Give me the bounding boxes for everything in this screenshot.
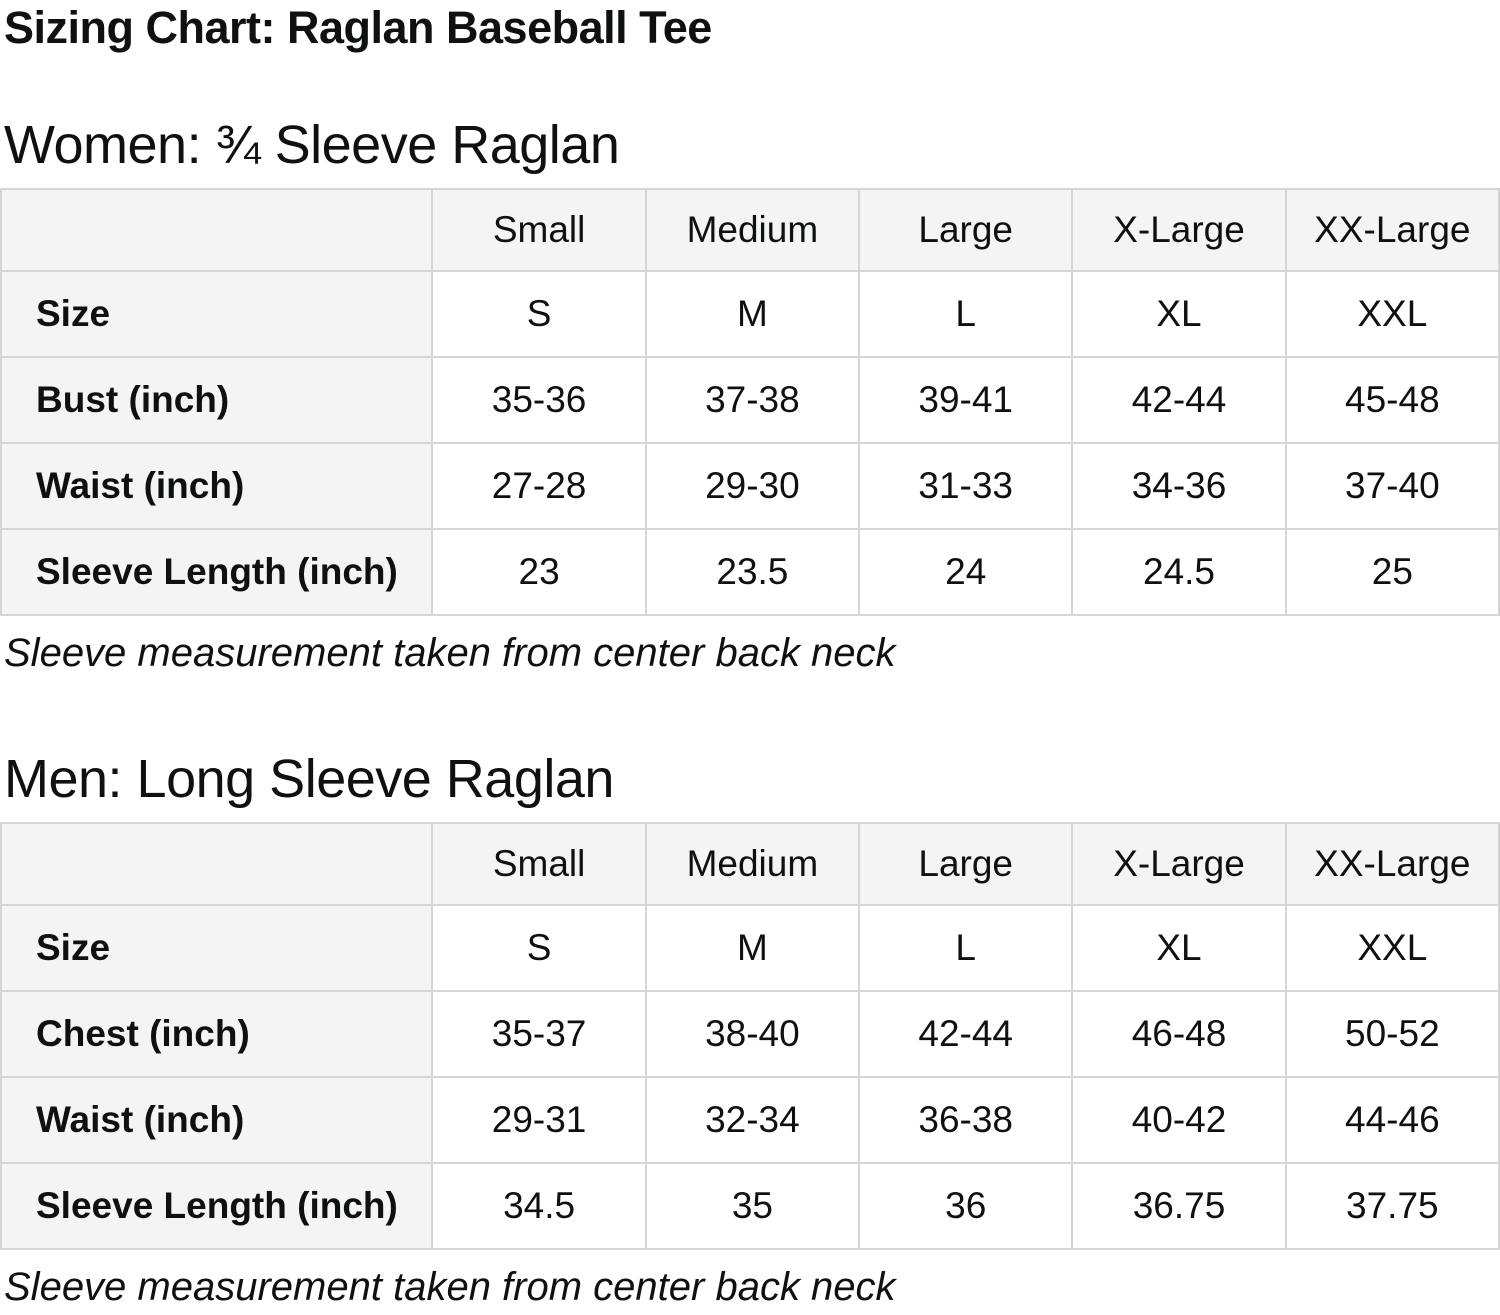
row-label-bust: Bust (inch): [0, 356, 434, 444]
value-cell: XXL: [1284, 904, 1500, 992]
value-cell: 36: [858, 1162, 1074, 1250]
column-header-x-large: X-Large: [1071, 822, 1287, 906]
value-cell: 25: [1284, 528, 1500, 616]
row-label-sleeve-length: Sleeve Length (inch): [0, 1162, 434, 1250]
men-section: Men: Long Sleeve Raglan Small Medium Lar…: [0, 746, 1500, 1311]
value-cell: 37-38: [644, 356, 861, 444]
column-header-large: Large: [858, 822, 1074, 906]
data-row: Sleeve Length (inch) 34.5 35 36 36.75 37…: [0, 1162, 1500, 1250]
header-row: Small Medium Large X-Large XX-Large: [0, 822, 1500, 906]
value-cell: 42-44: [1071, 356, 1287, 444]
row-label-chest: Chest (inch): [0, 990, 434, 1078]
value-cell: L: [858, 270, 1074, 358]
value-cell: 34.5: [431, 1162, 647, 1250]
column-header-x-large: X-Large: [1071, 188, 1287, 272]
value-cell: 42-44: [858, 990, 1074, 1078]
row-label-sleeve-length: Sleeve Length (inch): [0, 528, 434, 616]
column-header-large: Large: [858, 188, 1074, 272]
column-header-medium: Medium: [644, 822, 861, 906]
men-sizing-table: Small Medium Large X-Large XX-Large Size…: [0, 822, 1500, 1250]
value-cell: 35: [644, 1162, 861, 1250]
value-cell: 29-31: [431, 1076, 647, 1164]
value-cell: 23.5: [644, 528, 861, 616]
value-cell: XL: [1071, 904, 1287, 992]
value-cell: 37-40: [1284, 442, 1500, 530]
value-cell: L: [858, 904, 1074, 992]
women-section-heading: Women: ¾ Sleeve Raglan: [4, 115, 620, 175]
data-row: Sleeve Length (inch) 23 23.5 24 24.5 25: [0, 528, 1500, 616]
page-title: Sizing Chart: Raglan Baseball Tee: [4, 2, 712, 53]
value-cell: 24.5: [1071, 528, 1287, 616]
men-sleeve-note: Sleeve measurement taken from center bac…: [4, 1265, 896, 1309]
value-cell: 37.75: [1284, 1162, 1500, 1250]
women-sizing-table: Small Medium Large X-Large XX-Large Size…: [0, 188, 1500, 616]
value-cell: M: [644, 270, 861, 358]
value-cell: XL: [1071, 270, 1287, 358]
value-cell: 38-40: [644, 990, 861, 1078]
data-row: Chest (inch) 35-37 38-40 42-44 46-48 50-…: [0, 990, 1500, 1078]
value-cell: 45-48: [1284, 356, 1500, 444]
value-cell: 36.75: [1071, 1162, 1287, 1250]
value-cell: 35-37: [431, 990, 647, 1078]
value-cell: 32-34: [644, 1076, 861, 1164]
data-row: Size S M L XL XXL: [0, 270, 1500, 358]
value-cell: S: [431, 270, 647, 358]
data-row: Waist (inch) 29-31 32-34 36-38 40-42 44-…: [0, 1076, 1500, 1164]
value-cell: 50-52: [1284, 990, 1500, 1078]
value-cell: 36-38: [858, 1076, 1074, 1164]
data-row: Size S M L XL XXL: [0, 904, 1500, 992]
value-cell: 46-48: [1071, 990, 1287, 1078]
row-label-waist: Waist (inch): [0, 1076, 434, 1164]
value-cell: 29-30: [644, 442, 861, 530]
column-header-small: Small: [431, 822, 647, 906]
women-section: Women: ¾ Sleeve Raglan Small Medium Larg…: [0, 112, 1500, 677]
value-cell: 24: [858, 528, 1074, 616]
row-label-size: Size: [0, 904, 434, 992]
value-cell: 23: [431, 528, 647, 616]
value-cell: 34-36: [1071, 442, 1287, 530]
corner-cell: [0, 188, 434, 272]
value-cell: 40-42: [1071, 1076, 1287, 1164]
column-header-medium: Medium: [644, 188, 861, 272]
value-cell: 31-33: [858, 442, 1074, 530]
column-header-xx-large: XX-Large: [1284, 188, 1500, 272]
value-cell: S: [431, 904, 647, 992]
row-label-size: Size: [0, 270, 434, 358]
data-row: Waist (inch) 27-28 29-30 31-33 34-36 37-…: [0, 442, 1500, 530]
value-cell: 39-41: [858, 356, 1074, 444]
corner-cell: [0, 822, 434, 906]
women-sleeve-note: Sleeve measurement taken from center bac…: [4, 631, 896, 675]
data-row: Bust (inch) 35-36 37-38 39-41 42-44 45-4…: [0, 356, 1500, 444]
value-cell: M: [644, 904, 861, 992]
column-header-small: Small: [431, 188, 647, 272]
value-cell: 27-28: [431, 442, 647, 530]
value-cell: XXL: [1284, 270, 1500, 358]
men-section-heading: Men: Long Sleeve Raglan: [4, 749, 614, 809]
value-cell: 35-36: [431, 356, 647, 444]
row-label-waist: Waist (inch): [0, 442, 434, 530]
column-header-xx-large: XX-Large: [1284, 822, 1500, 906]
value-cell: 44-46: [1284, 1076, 1500, 1164]
header-row: Small Medium Large X-Large XX-Large: [0, 188, 1500, 272]
